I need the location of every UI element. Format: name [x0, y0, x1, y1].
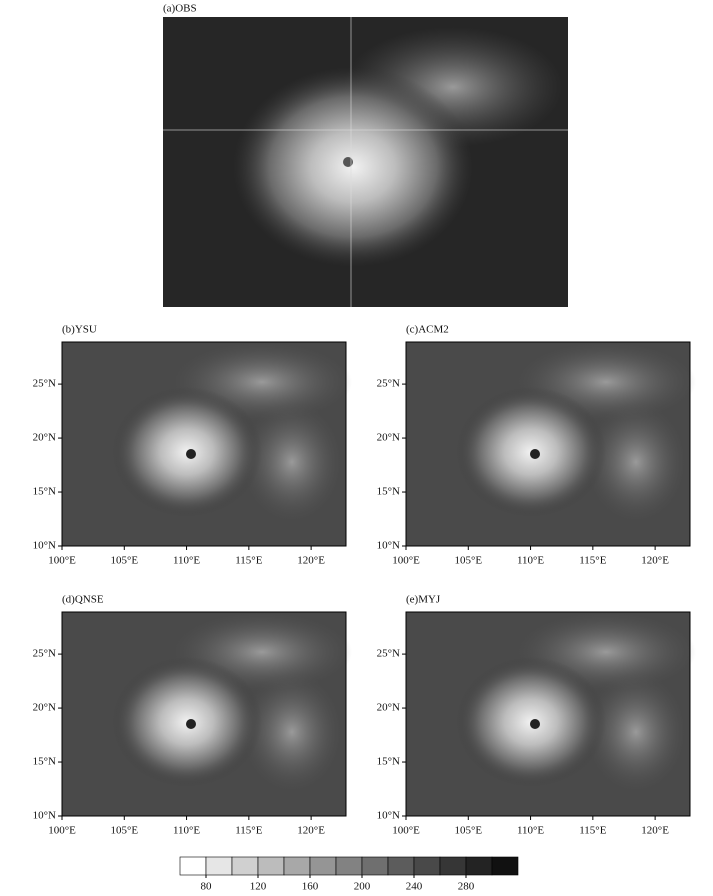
y-tick-label: 20°N — [33, 432, 56, 444]
y-tick-label: 10°N — [33, 810, 56, 822]
y-tick-label: 10°N — [33, 540, 56, 552]
colorbar-box — [283, 856, 311, 876]
frame — [61, 341, 347, 547]
colorbar-box — [413, 856, 441, 876]
x-tick-label: 120°E — [297, 555, 325, 567]
panel-label: (a)OBS — [163, 3, 197, 15]
colorbar-box — [309, 856, 337, 876]
colorbar-box — [205, 856, 233, 876]
x-tick-label: 120°E — [641, 825, 669, 837]
colorbar-label: 80 — [201, 881, 213, 893]
panel-label: (c)ACM2 — [406, 324, 449, 336]
cloud — [586, 402, 686, 522]
colorbar-box — [491, 856, 519, 876]
x-tick-label: 115°E — [235, 555, 262, 567]
colorbar-box — [465, 856, 493, 876]
x-tick-label: 100°E — [392, 555, 420, 567]
y-tick-label: 10°N — [377, 540, 400, 552]
x-tick-label: 100°E — [392, 825, 420, 837]
colorbar-label: 200 — [354, 881, 371, 893]
y-tick-label: 25°N — [33, 648, 56, 660]
cloud — [242, 402, 342, 522]
x-tick-label: 105°E — [454, 555, 482, 567]
x-tick-label: 110°E — [173, 555, 200, 567]
x-tick-label: 115°E — [579, 555, 606, 567]
eye — [530, 719, 540, 729]
x-tick-label: 115°E — [235, 825, 262, 837]
panel-label: (d)QNSE — [62, 594, 104, 606]
colorbar-box — [387, 856, 415, 876]
panel-label: (e)MYJ — [406, 594, 441, 606]
y-tick-label: 15°N — [377, 756, 400, 768]
colorbar-label: 240 — [406, 881, 423, 893]
x-tick-label: 110°E — [173, 825, 200, 837]
panel-label: (b)YSU — [62, 324, 97, 336]
frame — [405, 341, 691, 547]
colorbar-label: 120 — [250, 881, 267, 893]
eye — [186, 449, 196, 459]
y-tick-label: 15°N — [33, 756, 56, 768]
cloud — [586, 672, 686, 792]
x-tick-label: 105°E — [110, 555, 138, 567]
y-tick-label: 15°N — [377, 486, 400, 498]
y-tick-label: 25°N — [377, 648, 400, 660]
x-tick-label: 115°E — [579, 825, 606, 837]
y-tick-label: 15°N — [33, 486, 56, 498]
x-tick-label: 105°E — [454, 825, 482, 837]
colorbar-label: 280 — [458, 881, 475, 893]
colorbar-box — [335, 856, 363, 876]
colorbar-box — [257, 856, 285, 876]
x-tick-label: 110°E — [517, 825, 544, 837]
colorbar-box — [361, 856, 389, 876]
frame — [61, 611, 347, 817]
x-tick-label: 105°E — [110, 825, 138, 837]
cloud — [233, 67, 473, 267]
colorbar-box — [439, 856, 467, 876]
colorbar-box — [231, 856, 259, 876]
eye — [530, 449, 540, 459]
frame — [405, 611, 691, 817]
y-tick-label: 20°N — [33, 702, 56, 714]
x-tick-label: 120°E — [297, 825, 325, 837]
x-tick-label: 100°E — [48, 555, 76, 567]
x-tick-label: 100°E — [48, 825, 76, 837]
y-tick-label: 25°N — [377, 378, 400, 390]
colorbar-box — [179, 856, 207, 876]
colorbar-label: 160 — [302, 881, 319, 893]
y-tick-label: 10°N — [377, 810, 400, 822]
eye — [186, 719, 196, 729]
x-tick-label: 110°E — [517, 555, 544, 567]
x-tick-label: 120°E — [641, 555, 669, 567]
y-tick-label: 20°N — [377, 702, 400, 714]
y-tick-label: 25°N — [33, 378, 56, 390]
cloud — [242, 672, 342, 792]
y-tick-label: 20°N — [377, 432, 400, 444]
